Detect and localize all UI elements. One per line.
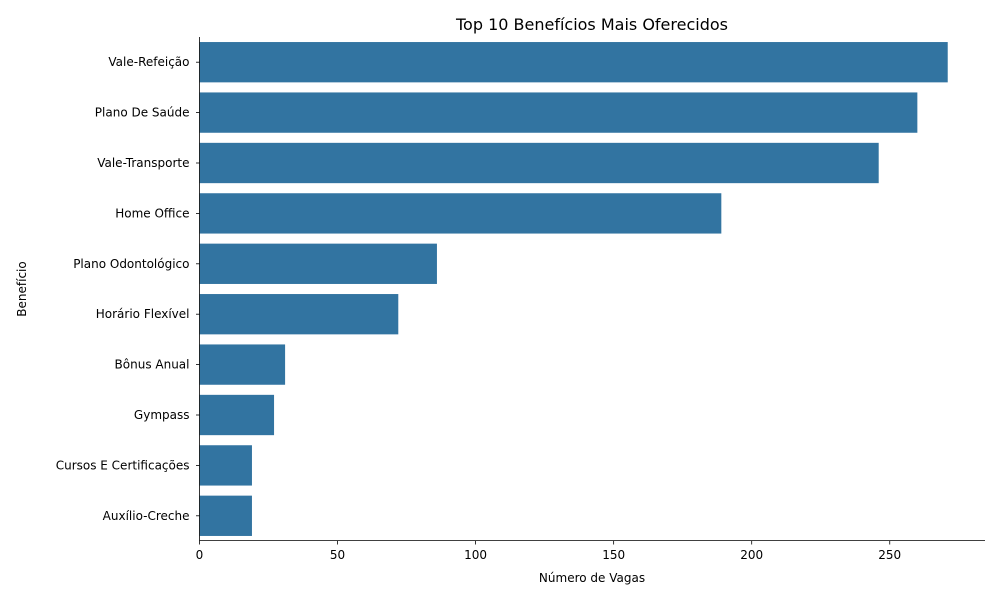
x-tick-label: 0 — [196, 548, 204, 562]
chart-title: Top 10 Benefícios Mais Oferecidos — [455, 15, 728, 34]
y-tick-label: Bônus Anual — [115, 358, 190, 372]
x-tick-label: 100 — [464, 548, 487, 562]
y-tick-label: Home Office — [115, 206, 189, 220]
bar-cursos-e-certificacoes — [199, 445, 252, 486]
bar-home-office — [199, 193, 722, 234]
x-axis-label: Número de Vagas — [539, 571, 645, 585]
y-tick-label: Auxílio-Creche — [103, 509, 190, 523]
bar-auxilio-creche — [199, 495, 252, 536]
x-tick-label: 150 — [602, 548, 625, 562]
y-tick-label: Horário Flexível — [96, 307, 190, 321]
y-tick-label: Cursos E Certificações — [56, 458, 190, 472]
bars-group — [199, 42, 948, 536]
x-tick-label: 50 — [330, 548, 345, 562]
bar-plano-odontologico — [199, 243, 437, 284]
bar-horario-flexivel — [199, 294, 399, 335]
y-axis-ticks: Vale-Refeição Plano De Saúde Vale-Transpor… — [56, 55, 200, 523]
y-tick-label: Plano Odontológico — [73, 257, 189, 271]
x-tick-label: 200 — [740, 548, 763, 562]
y-tick-label: Plano De Saúde — [95, 106, 190, 120]
y-tick-label: Vale-Refeição — [108, 55, 189, 69]
bar-gympass — [199, 394, 275, 436]
x-tick-label: 250 — [878, 548, 901, 562]
bar-vale-refeicao — [199, 42, 948, 83]
x-axis-ticks: 0 50 100 150 200 250 — [196, 541, 901, 562]
bar-vale-transporte — [199, 142, 879, 184]
bar-bonus-anual — [199, 344, 286, 385]
bar-plano-de-saude — [199, 92, 918, 133]
y-axis-label: Benefício — [15, 261, 29, 316]
y-tick-label: Gympass — [134, 408, 190, 422]
y-tick-label: Vale-Transporte — [97, 156, 189, 170]
